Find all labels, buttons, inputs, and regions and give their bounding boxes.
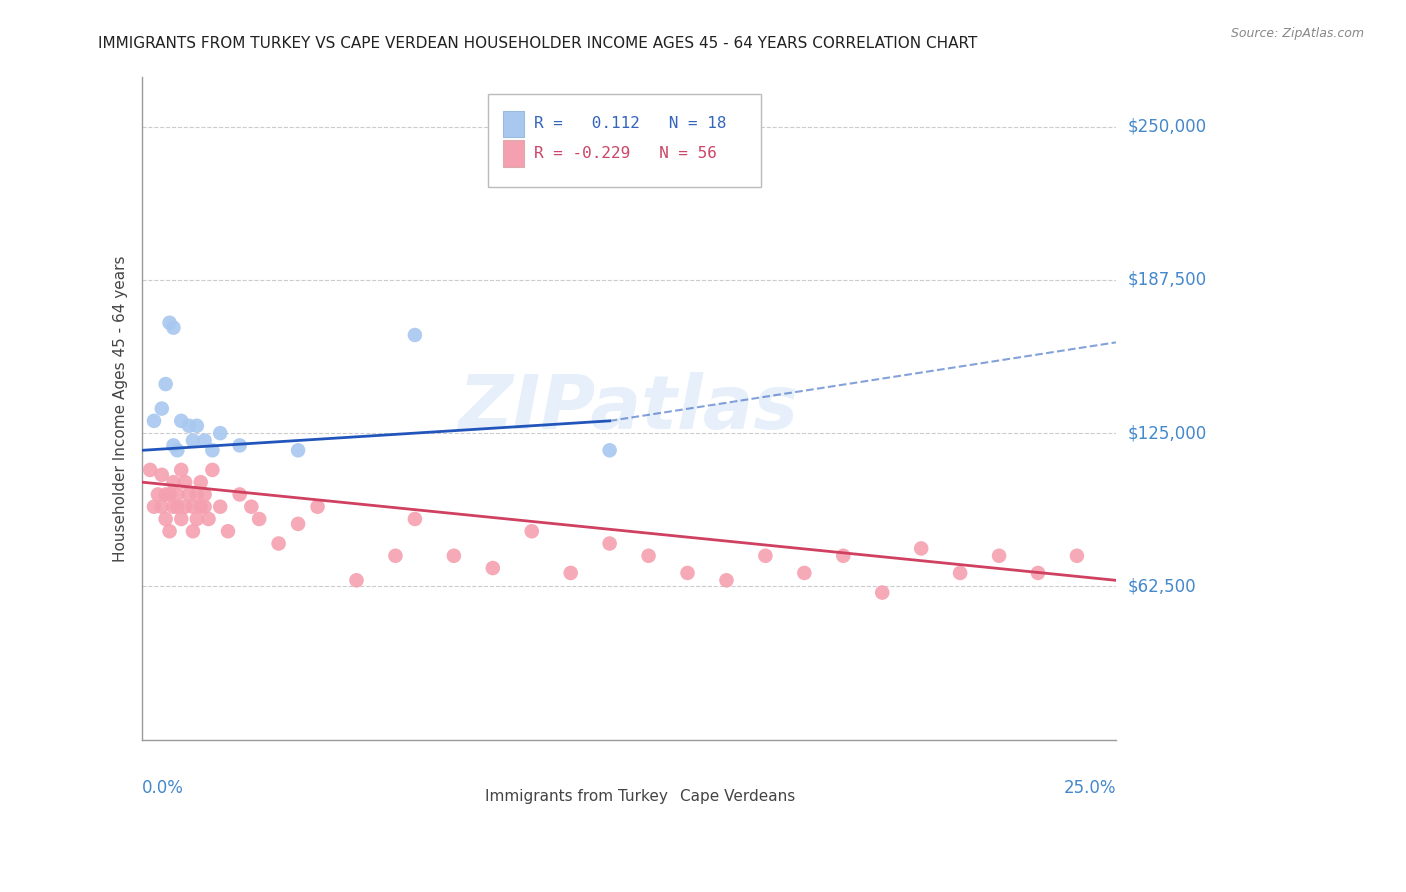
Point <box>832 549 855 563</box>
Point <box>150 401 173 416</box>
Text: $250,000: $250,000 <box>1128 118 1206 136</box>
Point <box>209 500 232 514</box>
Point <box>170 414 193 428</box>
Point <box>155 512 177 526</box>
Y-axis label: Householder Income Ages 45 - 64 years: Householder Income Ages 45 - 64 years <box>114 255 128 562</box>
Point <box>174 475 197 490</box>
Point <box>481 561 503 575</box>
Point <box>166 500 188 514</box>
Point <box>346 574 368 588</box>
Point <box>307 500 329 514</box>
Point <box>228 487 250 501</box>
Point <box>247 512 270 526</box>
Text: $125,000: $125,000 <box>1128 424 1206 442</box>
FancyBboxPatch shape <box>502 111 524 137</box>
Point <box>1066 549 1088 563</box>
Point <box>181 524 204 539</box>
Point <box>240 500 263 514</box>
Point <box>194 500 217 514</box>
Point <box>197 512 219 526</box>
Point <box>186 487 208 501</box>
Text: $62,500: $62,500 <box>1128 577 1197 596</box>
Point <box>1026 566 1049 580</box>
Point <box>186 418 208 433</box>
Text: 25.0%: 25.0% <box>1063 779 1116 797</box>
Point <box>181 434 204 448</box>
Point <box>159 524 181 539</box>
Point <box>267 536 290 550</box>
Point <box>186 512 208 526</box>
Point <box>139 463 162 477</box>
Point <box>162 438 184 452</box>
Text: 0.0%: 0.0% <box>142 779 184 797</box>
Point <box>170 512 193 526</box>
Point <box>155 377 177 392</box>
Point <box>162 475 184 490</box>
Point <box>870 585 893 599</box>
Text: Source: ZipAtlas.com: Source: ZipAtlas.com <box>1230 27 1364 40</box>
Point <box>910 541 932 556</box>
Point <box>228 438 250 452</box>
Point <box>177 487 200 501</box>
Text: IMMIGRANTS FROM TURKEY VS CAPE VERDEAN HOUSEHOLDER INCOME AGES 45 - 64 YEARS COR: IMMIGRANTS FROM TURKEY VS CAPE VERDEAN H… <box>98 36 977 51</box>
Point <box>754 549 776 563</box>
Text: R =   0.112   N = 18: R = 0.112 N = 18 <box>534 116 725 131</box>
Point <box>150 500 173 514</box>
Point <box>174 500 197 514</box>
FancyBboxPatch shape <box>458 788 477 805</box>
Point <box>159 316 181 330</box>
Point <box>150 467 173 482</box>
Point <box>190 500 212 514</box>
Point <box>194 487 217 501</box>
Point <box>793 566 815 580</box>
Point <box>599 443 621 458</box>
Point <box>181 500 204 514</box>
Point <box>217 524 239 539</box>
Point <box>146 487 169 501</box>
Point <box>209 426 232 441</box>
Point <box>384 549 406 563</box>
Point <box>443 549 465 563</box>
Point <box>560 566 582 580</box>
Point <box>949 566 972 580</box>
Point <box>404 328 426 343</box>
Point <box>166 443 188 458</box>
Text: ZIPatlas: ZIPatlas <box>460 372 799 445</box>
Text: Immigrants from Turkey: Immigrants from Turkey <box>485 789 668 804</box>
FancyBboxPatch shape <box>654 788 671 805</box>
Point <box>143 500 166 514</box>
FancyBboxPatch shape <box>502 140 524 167</box>
Point <box>287 516 309 531</box>
Point <box>988 549 1011 563</box>
Point <box>194 434 217 448</box>
Point <box>162 500 184 514</box>
Point <box>166 487 188 501</box>
Point <box>599 536 621 550</box>
Point <box>637 549 659 563</box>
FancyBboxPatch shape <box>488 94 761 186</box>
Point <box>177 418 200 433</box>
Text: $187,500: $187,500 <box>1128 271 1206 289</box>
Point <box>716 574 738 588</box>
Text: Cape Verdeans: Cape Verdeans <box>679 789 794 804</box>
Point <box>676 566 699 580</box>
Point <box>170 463 193 477</box>
Point <box>190 475 212 490</box>
Point <box>143 414 166 428</box>
Point <box>287 443 309 458</box>
Point <box>520 524 543 539</box>
Point <box>159 487 181 501</box>
Text: R = -0.229   N = 56: R = -0.229 N = 56 <box>534 146 717 161</box>
Point <box>155 487 177 501</box>
Point <box>201 463 224 477</box>
Point <box>201 443 224 458</box>
Point <box>404 512 426 526</box>
Point <box>162 320 184 334</box>
